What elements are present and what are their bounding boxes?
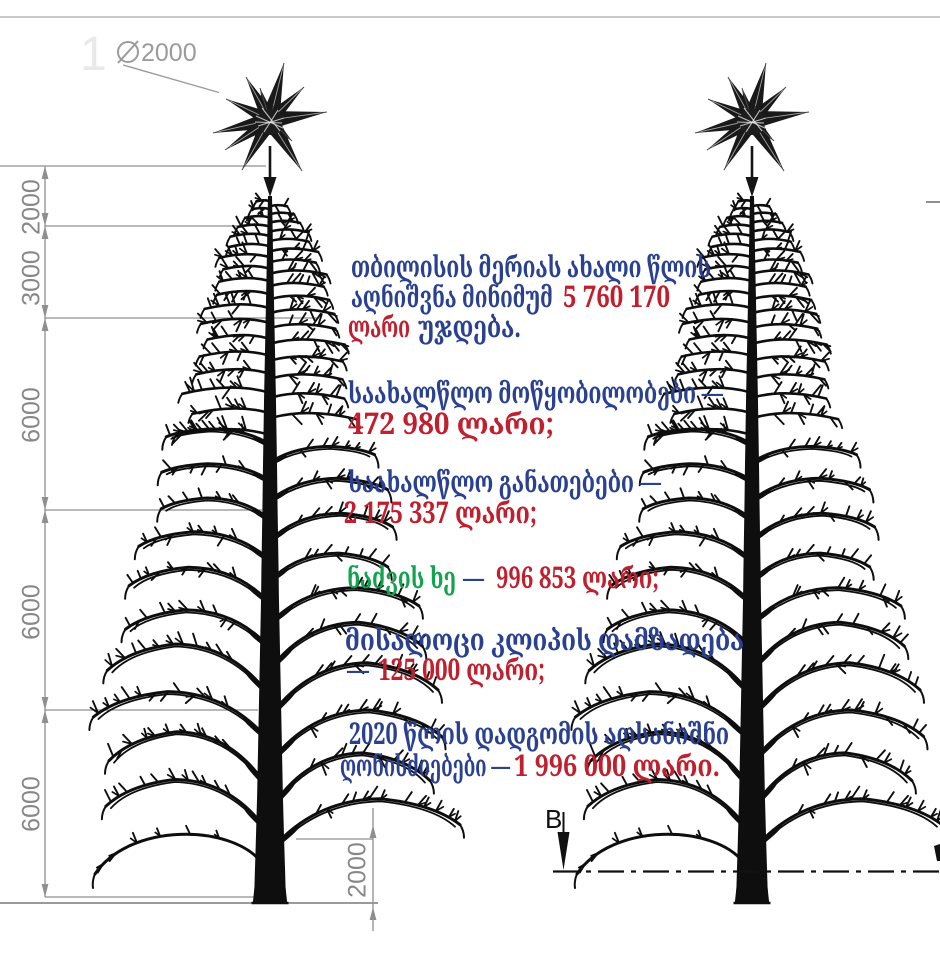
svg-text:6000: 6000	[18, 776, 46, 832]
svg-text:1: 1	[80, 28, 107, 81]
svg-text:2000: 2000	[344, 842, 372, 898]
svg-text:6000: 6000	[18, 387, 46, 443]
svg-text:6000: 6000	[18, 584, 46, 640]
svg-text:B: B	[545, 804, 562, 834]
svg-text:3000: 3000	[18, 250, 46, 306]
svg-text:2000: 2000	[141, 39, 197, 67]
svg-text:2000: 2000	[18, 179, 46, 235]
